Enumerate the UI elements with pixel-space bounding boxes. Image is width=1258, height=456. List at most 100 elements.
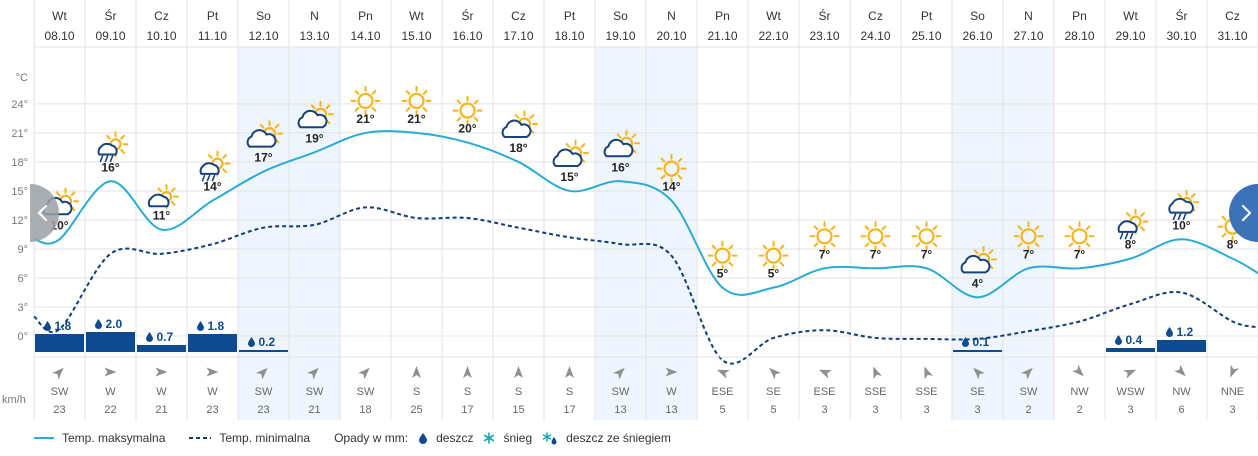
- max-temp-label: 14°: [662, 180, 680, 194]
- sun-ray: [915, 242, 921, 248]
- wind-arrow-icon: [613, 367, 625, 380]
- wind-direction-label: SW: [612, 386, 630, 398]
- cloud-sun-icon: [501, 110, 538, 138]
- scroll-right-button[interactable]: [1229, 184, 1258, 242]
- rain-streak: [1177, 213, 1182, 221]
- sun-disc: [663, 160, 680, 177]
- date-label: 21.10: [707, 29, 737, 43]
- wind-direction-label: ESE: [711, 386, 733, 398]
- sun-ray: [881, 242, 887, 248]
- day-of-week-label: So: [970, 9, 985, 23]
- sun-disc: [1071, 228, 1088, 245]
- rain-value-label: 0.4: [1126, 333, 1143, 347]
- sun-ray: [354, 107, 360, 112]
- raindrop-icon: [95, 319, 102, 330]
- sun-shape: [350, 85, 381, 116]
- sun-ray: [932, 242, 938, 248]
- wind-arrow-icon: [206, 367, 219, 377]
- sun-ray: [762, 244, 768, 250]
- max-temp-label: 5°: [768, 267, 780, 281]
- rain-value-label: 0.7: [157, 330, 174, 344]
- wind-arrow-icon: [1123, 369, 1137, 379]
- wind-arrow-shape: [358, 367, 370, 380]
- sun-ray: [1221, 232, 1227, 238]
- sun-disc: [714, 247, 731, 264]
- grid-lines: [33, 0, 1258, 420]
- wind-arrow-shape: [1123, 369, 1137, 379]
- wind-arrow-shape: [514, 366, 523, 378]
- date-label: 18.10: [554, 29, 584, 43]
- sun-disc: [1020, 228, 1037, 245]
- wind-direction-label: ESE: [813, 386, 835, 398]
- sun-icon: [911, 221, 942, 252]
- cloud-shape: [246, 129, 277, 148]
- max-temp-label: 16°: [611, 160, 629, 174]
- wind-speed-label: 3: [821, 404, 827, 416]
- rain-streak: [99, 155, 104, 163]
- sun-ray: [310, 104, 316, 110]
- sun-ray: [864, 242, 870, 248]
- day-of-week-label: Wt: [766, 9, 781, 23]
- weekend-column: [646, 47, 697, 420]
- wind-arrow-shape: [924, 366, 933, 380]
- sun-ray: [779, 261, 785, 267]
- sun-shape: [911, 221, 942, 252]
- date-label: 25.10: [911, 29, 941, 43]
- sun-ray: [813, 242, 819, 248]
- legend-max-line: [34, 437, 54, 439]
- sun-shape: [758, 240, 789, 271]
- sun-icon: [758, 240, 789, 271]
- wind-arrow-icon: [818, 369, 832, 379]
- wind-direction-label: SW: [51, 386, 69, 398]
- date-label: 24.10: [860, 29, 890, 43]
- weather-icons: [42, 85, 1248, 274]
- wind-arrow-icon: [1174, 364, 1186, 377]
- wind-speed-label: 23: [53, 404, 65, 416]
- wind-arrow-shape: [818, 369, 832, 379]
- wind-arrow-shape: [307, 367, 319, 380]
- sun-disc: [408, 92, 425, 110]
- sun-ray: [170, 187, 176, 193]
- y-tick-label: 12°: [11, 215, 28, 227]
- date-label: 20.10: [656, 29, 686, 43]
- rain-value-label: 1.8: [208, 319, 225, 333]
- max-temp-label: 14°: [203, 180, 221, 194]
- wind-arrow-icon: [412, 366, 421, 378]
- wind-speed-label: 3: [1127, 404, 1133, 416]
- sun-shape: [1013, 221, 1044, 252]
- rain-bar: [1157, 340, 1206, 352]
- sun-ray: [864, 225, 870, 231]
- wind-arrow-shape: [1072, 364, 1084, 377]
- wind-direction-label: SE: [970, 386, 985, 398]
- scroll-left-button[interactable]: [1, 184, 59, 242]
- day-of-week-label: Wt: [409, 9, 424, 23]
- sun-ray: [881, 225, 887, 231]
- sun-ray: [371, 90, 377, 95]
- sun-ray: [456, 116, 462, 122]
- date-label: 17.10: [503, 29, 533, 43]
- wind-direction-label: W: [666, 386, 677, 398]
- date-label: 23.10: [809, 29, 839, 43]
- max-temp-label: 10°: [1172, 218, 1190, 232]
- wind-arrow-shape: [873, 366, 882, 380]
- cloud-shape: [147, 193, 170, 208]
- wind-direction-label: SW: [1020, 386, 1038, 398]
- sun-ray: [170, 200, 176, 206]
- sun-ray: [711, 261, 717, 267]
- sun-ray: [660, 157, 666, 163]
- sun-shape: [656, 153, 687, 184]
- rain-bar: [86, 332, 135, 352]
- y-tick-label: 3°: [17, 302, 28, 314]
- sun-shape: [452, 95, 483, 126]
- date-label: 19.10: [605, 29, 635, 43]
- wind-rows: SW23W22W21W23SW23SW21SW18S25S17S15S17SW1…: [34, 356, 1258, 416]
- legend-rain: deszcz: [418, 431, 473, 445]
- sun-ray: [1177, 193, 1183, 198]
- y-tick-label: 6°: [17, 273, 28, 285]
- wind-direction-label: NNE: [1221, 386, 1244, 398]
- raindrop-icon: [1166, 327, 1173, 338]
- sun-ray: [1068, 242, 1074, 248]
- wind-arrow-icon: [307, 367, 319, 380]
- cloud-shape: [603, 138, 634, 158]
- sun-ray: [580, 143, 586, 148]
